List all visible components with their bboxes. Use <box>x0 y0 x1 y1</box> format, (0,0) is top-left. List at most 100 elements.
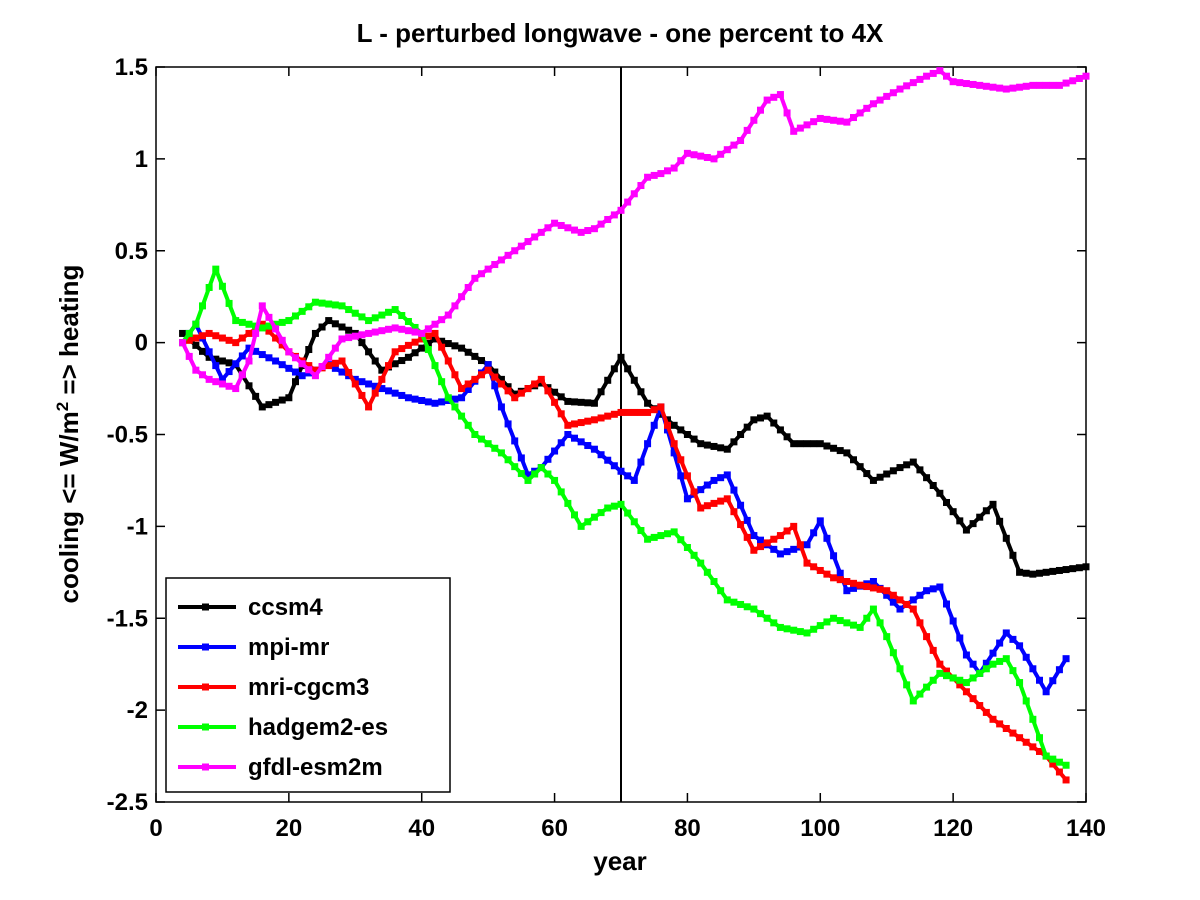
data-point <box>889 467 897 475</box>
data-point <box>903 681 911 689</box>
data-point <box>863 470 871 478</box>
data-point <box>597 509 605 517</box>
data-point <box>451 403 459 411</box>
data-point <box>750 116 758 124</box>
data-point <box>484 265 492 273</box>
data-point <box>491 373 499 381</box>
data-point <box>245 320 253 328</box>
legend-swatch-marker <box>202 763 209 771</box>
data-point <box>278 361 286 369</box>
data-point <box>670 449 678 457</box>
data-point <box>657 403 665 411</box>
data-point <box>869 605 877 613</box>
data-point <box>810 440 818 448</box>
data-point <box>976 669 984 677</box>
data-point <box>1036 569 1043 577</box>
data-point <box>571 226 578 234</box>
y-tick-label: 1.5 <box>115 54 148 81</box>
data-point <box>544 387 552 395</box>
data-point <box>637 458 645 466</box>
data-point <box>916 75 924 83</box>
data-point <box>889 649 897 657</box>
data-point <box>1049 81 1057 89</box>
data-point <box>331 320 339 328</box>
data-point <box>836 617 844 625</box>
data-point <box>564 224 572 232</box>
data-point <box>577 228 585 236</box>
data-point <box>896 464 904 472</box>
data-point <box>292 354 299 362</box>
data-point <box>325 300 333 308</box>
data-point <box>424 398 432 406</box>
data-point <box>929 676 937 684</box>
data-point <box>584 399 592 407</box>
data-point <box>411 328 419 336</box>
data-point <box>630 376 638 384</box>
data-point <box>185 329 193 337</box>
data-point <box>996 657 1004 665</box>
data-point <box>331 359 339 367</box>
data-point <box>869 584 877 592</box>
data-point <box>637 388 645 396</box>
data-point <box>1049 677 1057 685</box>
data-point <box>431 320 439 328</box>
data-point <box>683 149 691 157</box>
data-point <box>590 416 598 424</box>
data-point <box>710 476 718 484</box>
data-point <box>723 146 731 154</box>
data-point <box>444 340 452 348</box>
x-tick-label: 100 <box>800 815 840 842</box>
data-point <box>1022 653 1030 661</box>
data-point <box>743 423 751 431</box>
data-point <box>458 385 466 393</box>
data-point <box>697 559 705 567</box>
data-point <box>883 470 891 478</box>
data-point <box>278 336 286 344</box>
data-point <box>451 342 459 350</box>
data-point <box>338 357 346 365</box>
data-point <box>776 532 784 540</box>
data-point <box>298 307 306 315</box>
data-point <box>717 444 725 452</box>
data-point <box>1042 688 1050 696</box>
data-point <box>537 375 545 383</box>
data-point <box>232 360 240 368</box>
data-point <box>850 584 857 592</box>
data-point <box>856 109 864 117</box>
data-point <box>331 364 339 372</box>
data-point <box>816 517 824 525</box>
data-point <box>258 320 266 328</box>
data-point <box>823 442 831 450</box>
data-point <box>199 347 206 355</box>
data-point <box>478 357 485 365</box>
data-point <box>889 598 897 606</box>
data-point <box>504 251 512 259</box>
data-point <box>1036 81 1043 89</box>
data-point <box>232 339 240 347</box>
data-point <box>610 365 618 373</box>
data-point <box>750 416 758 424</box>
data-point <box>584 227 592 235</box>
data-point <box>664 421 671 429</box>
y-tick-label: -1.5 <box>107 605 148 632</box>
data-point <box>850 579 857 587</box>
data-point <box>365 380 373 388</box>
data-point <box>531 380 539 388</box>
data-point <box>697 486 705 494</box>
data-point <box>351 332 359 340</box>
data-point <box>856 463 864 471</box>
data-point <box>949 617 957 625</box>
legend-swatch-marker <box>202 643 209 651</box>
data-point <box>358 378 366 386</box>
data-point <box>717 497 725 505</box>
data-point <box>265 313 273 321</box>
data-point <box>1022 569 1030 577</box>
data-point <box>969 660 977 668</box>
y-tick-label: 1 <box>135 146 148 173</box>
data-point <box>385 308 392 316</box>
data-point <box>896 605 904 613</box>
data-point <box>484 361 492 369</box>
legend-label: mpi-mr <box>248 634 329 661</box>
data-point <box>385 387 392 395</box>
